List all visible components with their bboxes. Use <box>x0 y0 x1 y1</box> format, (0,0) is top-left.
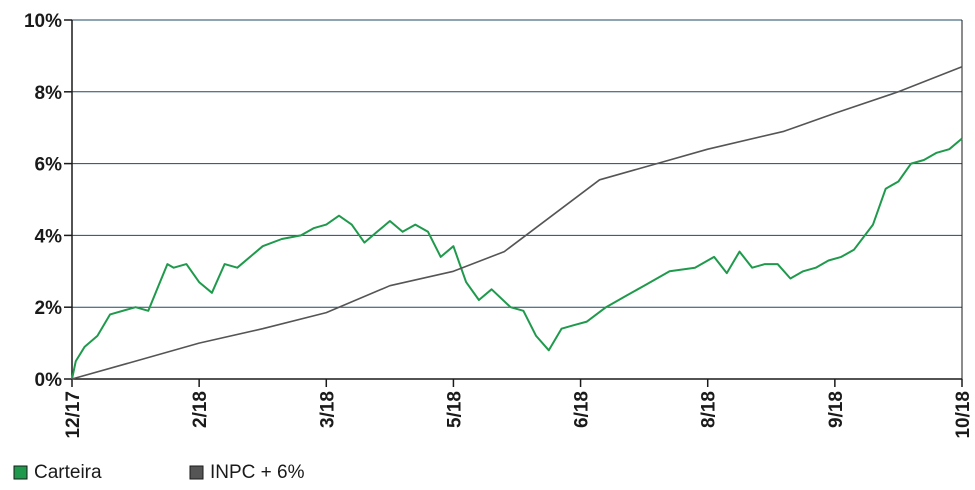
y-tick-label: 10% <box>24 11 62 32</box>
legend-swatch <box>189 465 204 480</box>
x-tick-label: 5/18 <box>444 391 465 428</box>
legend-label: Carteira <box>34 462 102 483</box>
x-tick-label: 12/17 <box>63 391 84 439</box>
tick-labels: 0% 2% 4% 6% 8% 10% 12/17 2/18 3/18 5/18 6/18 8/18 9/… <box>24 11 974 439</box>
y-tick-label: 4% <box>35 226 63 247</box>
x-tick-label: 9/18 <box>826 391 847 428</box>
axes <box>64 19 963 387</box>
y-tick-label: 2% <box>35 298 63 319</box>
legend-label: INPC + 6% <box>210 462 305 483</box>
legend-swatch <box>13 465 28 480</box>
series-lines <box>71 65 963 380</box>
series-line-carteira <box>71 137 963 380</box>
y-tick-label: 6% <box>35 155 63 176</box>
x-tick-label: 3/18 <box>317 391 338 428</box>
series-line-inpc <box>71 65 963 380</box>
x-tick-label: 2/18 <box>190 391 211 428</box>
legend: Carteira INPC + 6% <box>13 462 305 483</box>
x-tick-label: 8/18 <box>699 391 720 428</box>
y-tick-label: 8% <box>35 83 63 104</box>
x-tick-label: 6/18 <box>572 391 593 428</box>
grid-lines <box>72 19 962 308</box>
y-tick-label: 0% <box>35 370 63 391</box>
x-tick-label: 10/18 <box>953 391 974 439</box>
